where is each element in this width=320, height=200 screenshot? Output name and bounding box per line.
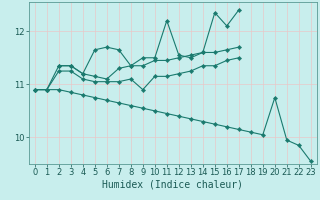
X-axis label: Humidex (Indice chaleur): Humidex (Indice chaleur) <box>102 180 243 190</box>
